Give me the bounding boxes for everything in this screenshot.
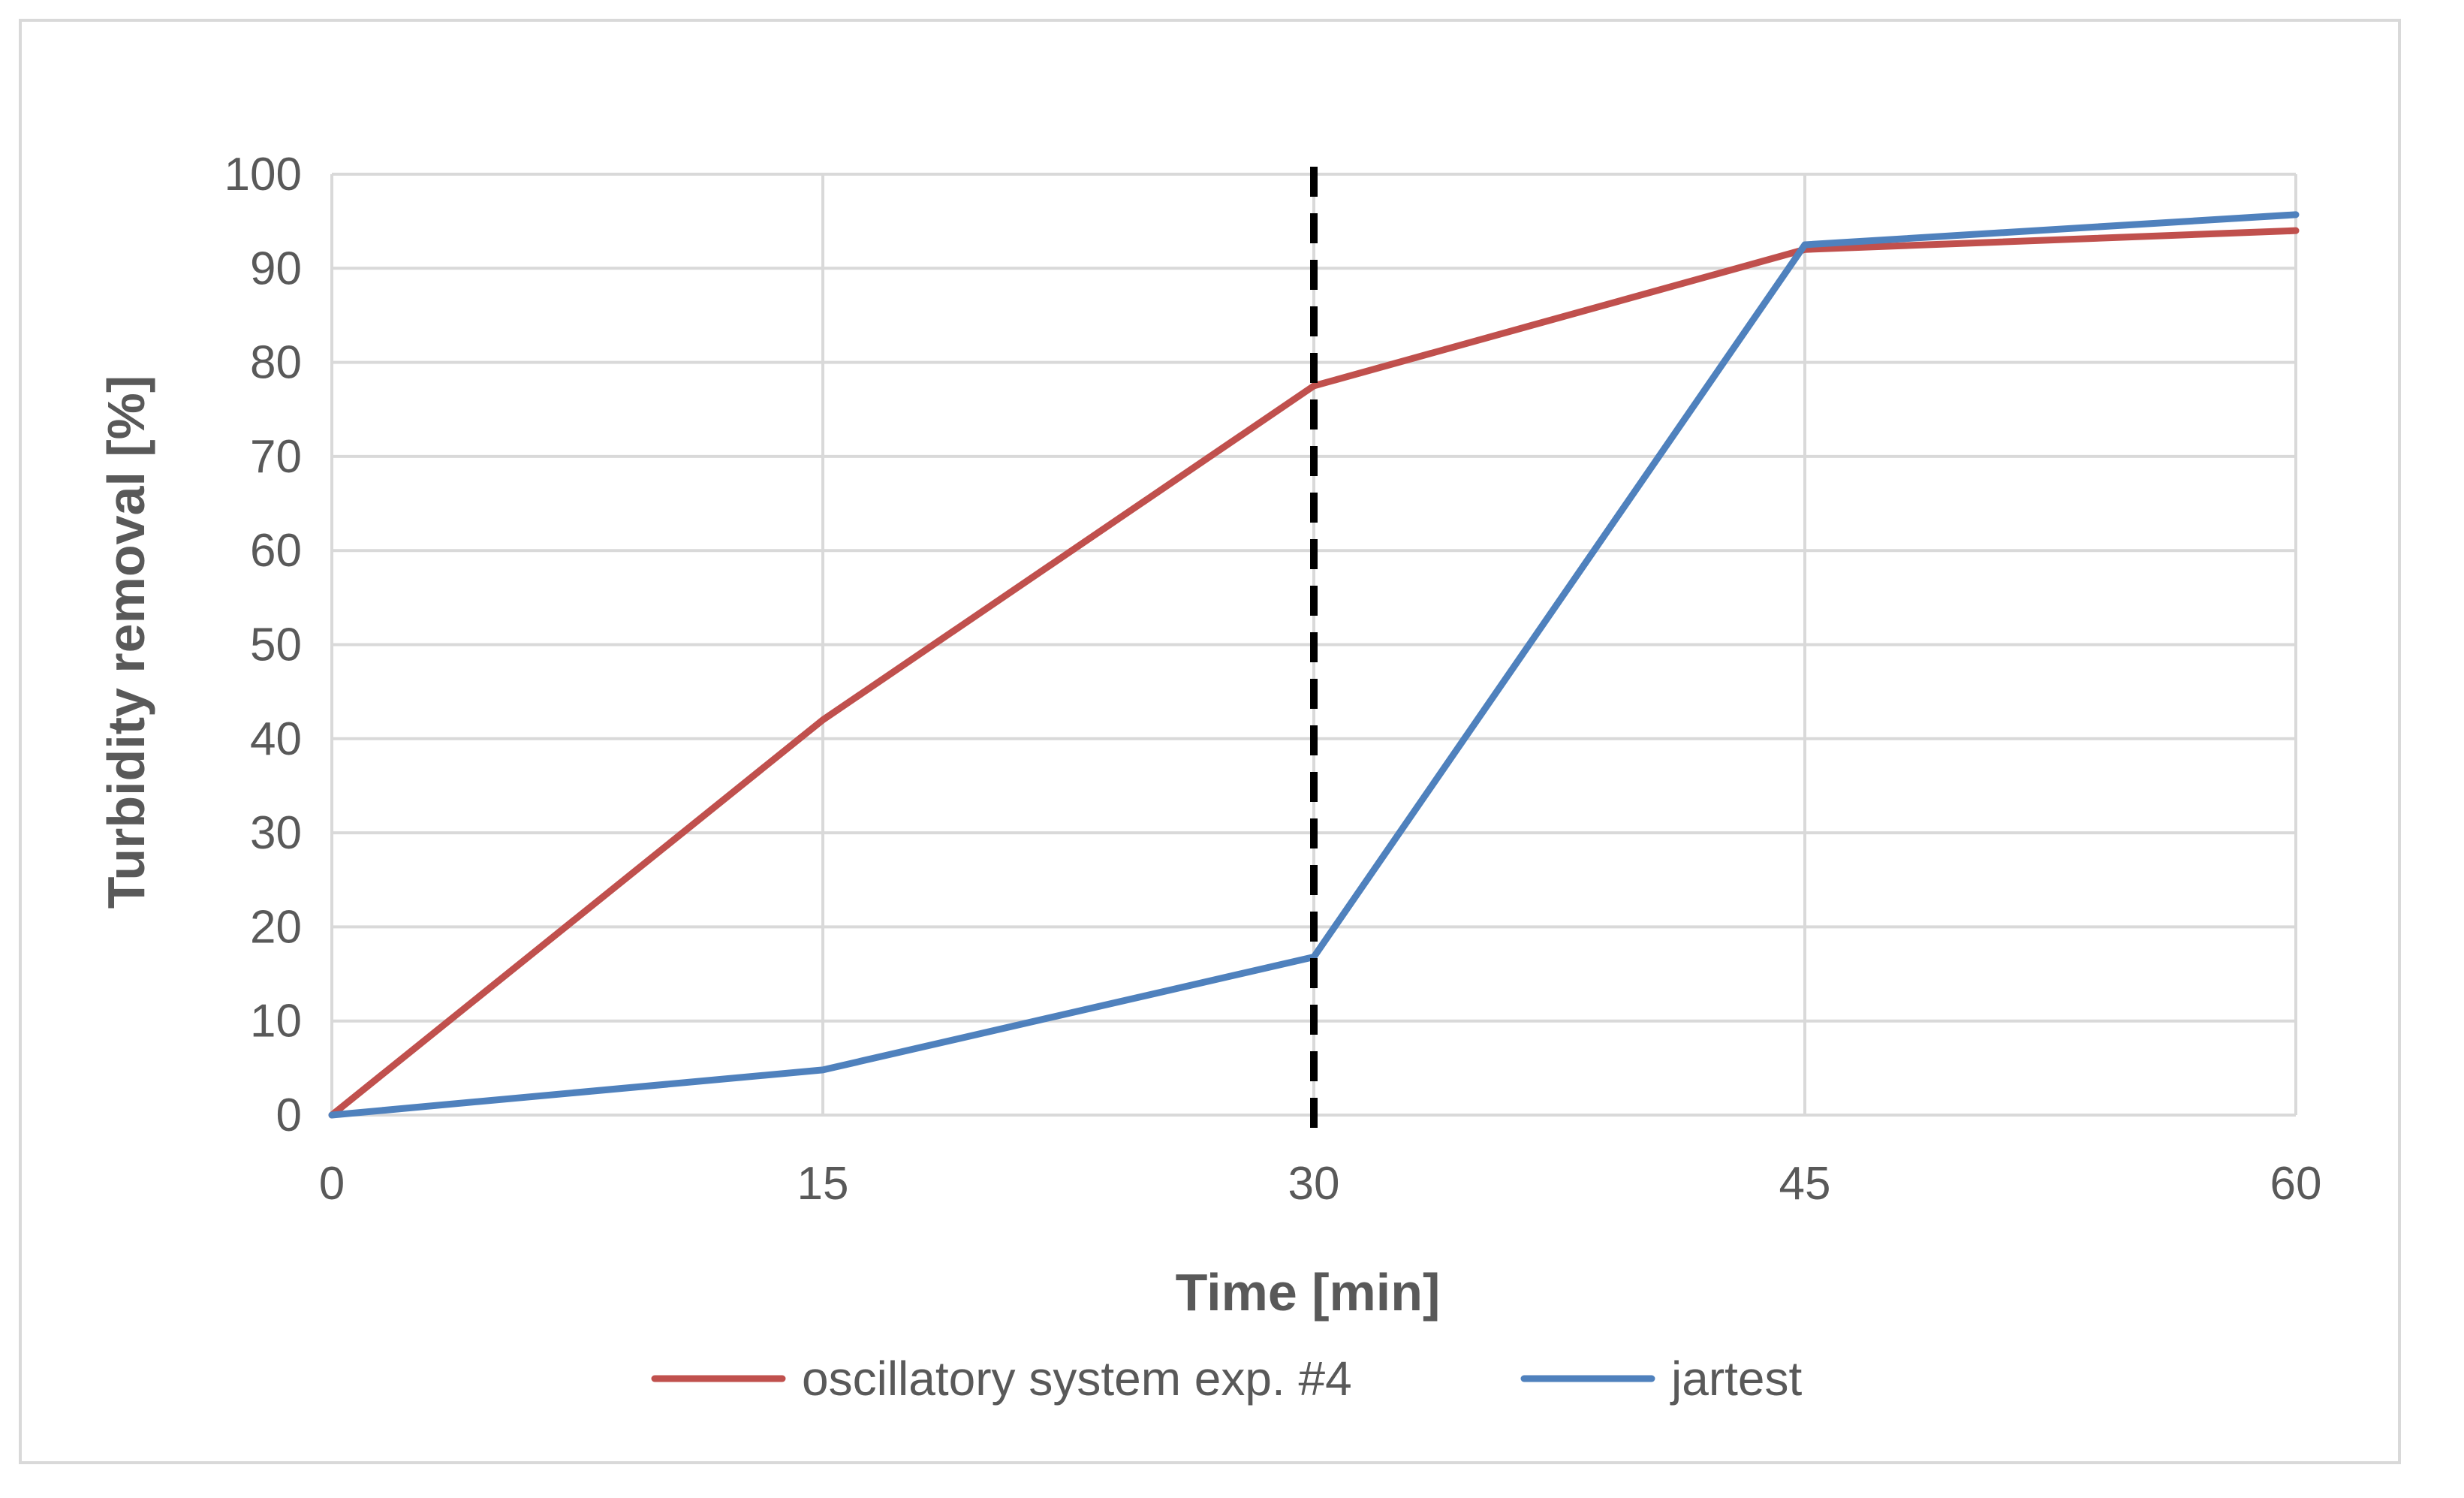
series-line-1 xyxy=(328,211,2300,1119)
x-tick-labels: 0 15 30 45 60 xyxy=(319,1158,2322,1210)
legend: oscillatory system exp. #4 jartest xyxy=(651,1352,1803,1406)
y-tick-label: 80 xyxy=(250,337,302,389)
series-lines xyxy=(328,211,2300,1119)
y-tick-label: 50 xyxy=(250,619,302,671)
y-tick-label: 40 xyxy=(250,713,302,765)
y-tick-label: 60 xyxy=(250,525,302,577)
y-tick-label: 10 xyxy=(250,996,302,1047)
x-tick-label: 15 xyxy=(797,1158,849,1210)
chart-frame xyxy=(19,19,2401,1464)
y-tick-label: 100 xyxy=(224,149,302,200)
legend-label-1: jartest xyxy=(1670,1352,1803,1406)
x-tick-label: 0 xyxy=(319,1158,345,1210)
y-axis-title: Turbidity removal [%] xyxy=(97,375,155,909)
x-axis-title: Time [min] xyxy=(1176,1263,1441,1322)
y-tick-label: 0 xyxy=(276,1090,302,1141)
y-tick-label: 70 xyxy=(250,431,302,483)
x-tick-label: 60 xyxy=(2270,1158,2322,1210)
legend-label-0: oscillatory system exp. #4 xyxy=(802,1352,1352,1406)
series-line-0 xyxy=(328,227,2300,1119)
x-tick-label: 30 xyxy=(1288,1158,1340,1210)
y-tick-label: 30 xyxy=(250,807,302,859)
x-tick-label: 45 xyxy=(1779,1158,1831,1210)
y-tick-label: 90 xyxy=(250,243,302,294)
y-tick-labels: 0 10 20 30 40 50 60 70 80 90 100 xyxy=(224,149,302,1141)
y-tick-label: 20 xyxy=(250,901,302,953)
